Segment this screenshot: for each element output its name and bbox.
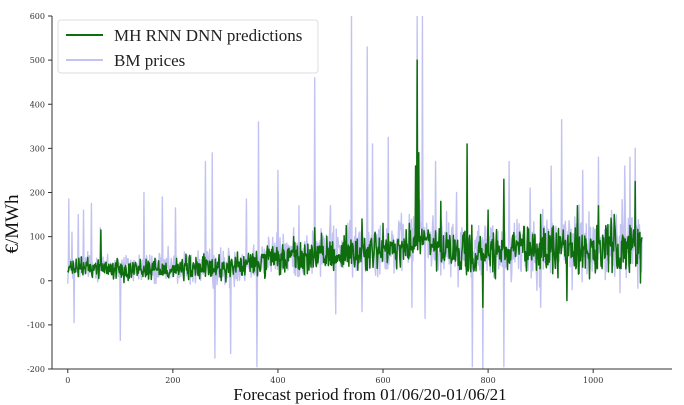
y-axis-title: €/MWh [2, 194, 23, 254]
legend-frame [57, 19, 319, 74]
y-tick-label: 300 [30, 144, 45, 153]
y-tick-label: -200 [27, 365, 45, 374]
y-tick-label: 500 [30, 56, 45, 65]
legend: MH RNN DNN predictions BM prices [57, 19, 319, 74]
x-tick-label: 400 [270, 376, 285, 385]
y-tick-label: 200 [30, 189, 45, 198]
axes-layer: -200 -100 0 100 200 300 400 500 600 0 200 400 600 800… [27, 12, 672, 385]
x-tick-label: 200 [165, 376, 180, 385]
y-tick-label: 400 [30, 100, 45, 109]
legend-label-predictions: MH RNN DNN predictions [114, 26, 302, 45]
x-tick-label: 1000 [583, 376, 603, 385]
x-tick-label: 800 [480, 376, 495, 385]
x-tick-label: 600 [375, 376, 390, 385]
y-tick-label: 0 [40, 277, 45, 286]
series-line-predictions [67, 59, 643, 308]
legend-label-bm-prices: BM prices [114, 51, 185, 70]
x-tick-label: 0 [65, 376, 70, 385]
y-tick-label: 100 [30, 233, 45, 242]
y-tick-label: 600 [30, 12, 45, 21]
y-tick-label: -100 [27, 321, 45, 330]
x-axis-title: Forecast period from 01/06/20-01/06/21 [233, 385, 506, 404]
